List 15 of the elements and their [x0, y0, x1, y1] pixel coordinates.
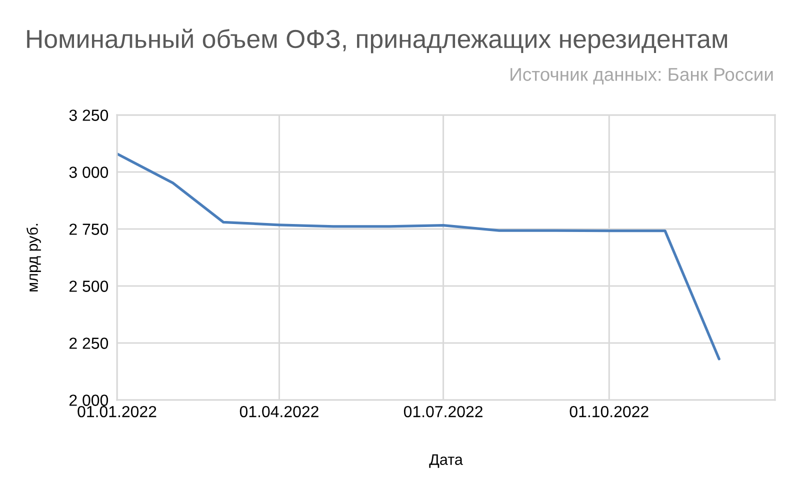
y-tick-label: 3 000: [69, 166, 108, 178]
y-tick-label: 2 000: [70, 394, 108, 406]
chart-title: Номинальный объем ОФЗ, принадлежащих нерезидентам: [27, 28, 727, 54]
text: Источник данных: Банк России: [510, 68, 773, 84]
x-tick-label: 01.04.2022: [240, 406, 318, 418]
x-tick-label: 01.01.2022: [78, 406, 156, 418]
x-axis-title: Дата: [429, 454, 463, 468]
x-tick-label: 01.07.2022: [404, 406, 482, 418]
x-tick-label: 01.10.2022: [570, 406, 648, 418]
y-tick-label: 2 750: [70, 224, 108, 235]
y-tick-label: 2 500: [70, 280, 108, 292]
y-tick-label: 2 250: [70, 338, 108, 349]
y-axis-title: млрд руб.: [26, 224, 41, 292]
y-tick-label: 3 250: [69, 110, 108, 121]
line-series: [117, 152, 720, 360]
